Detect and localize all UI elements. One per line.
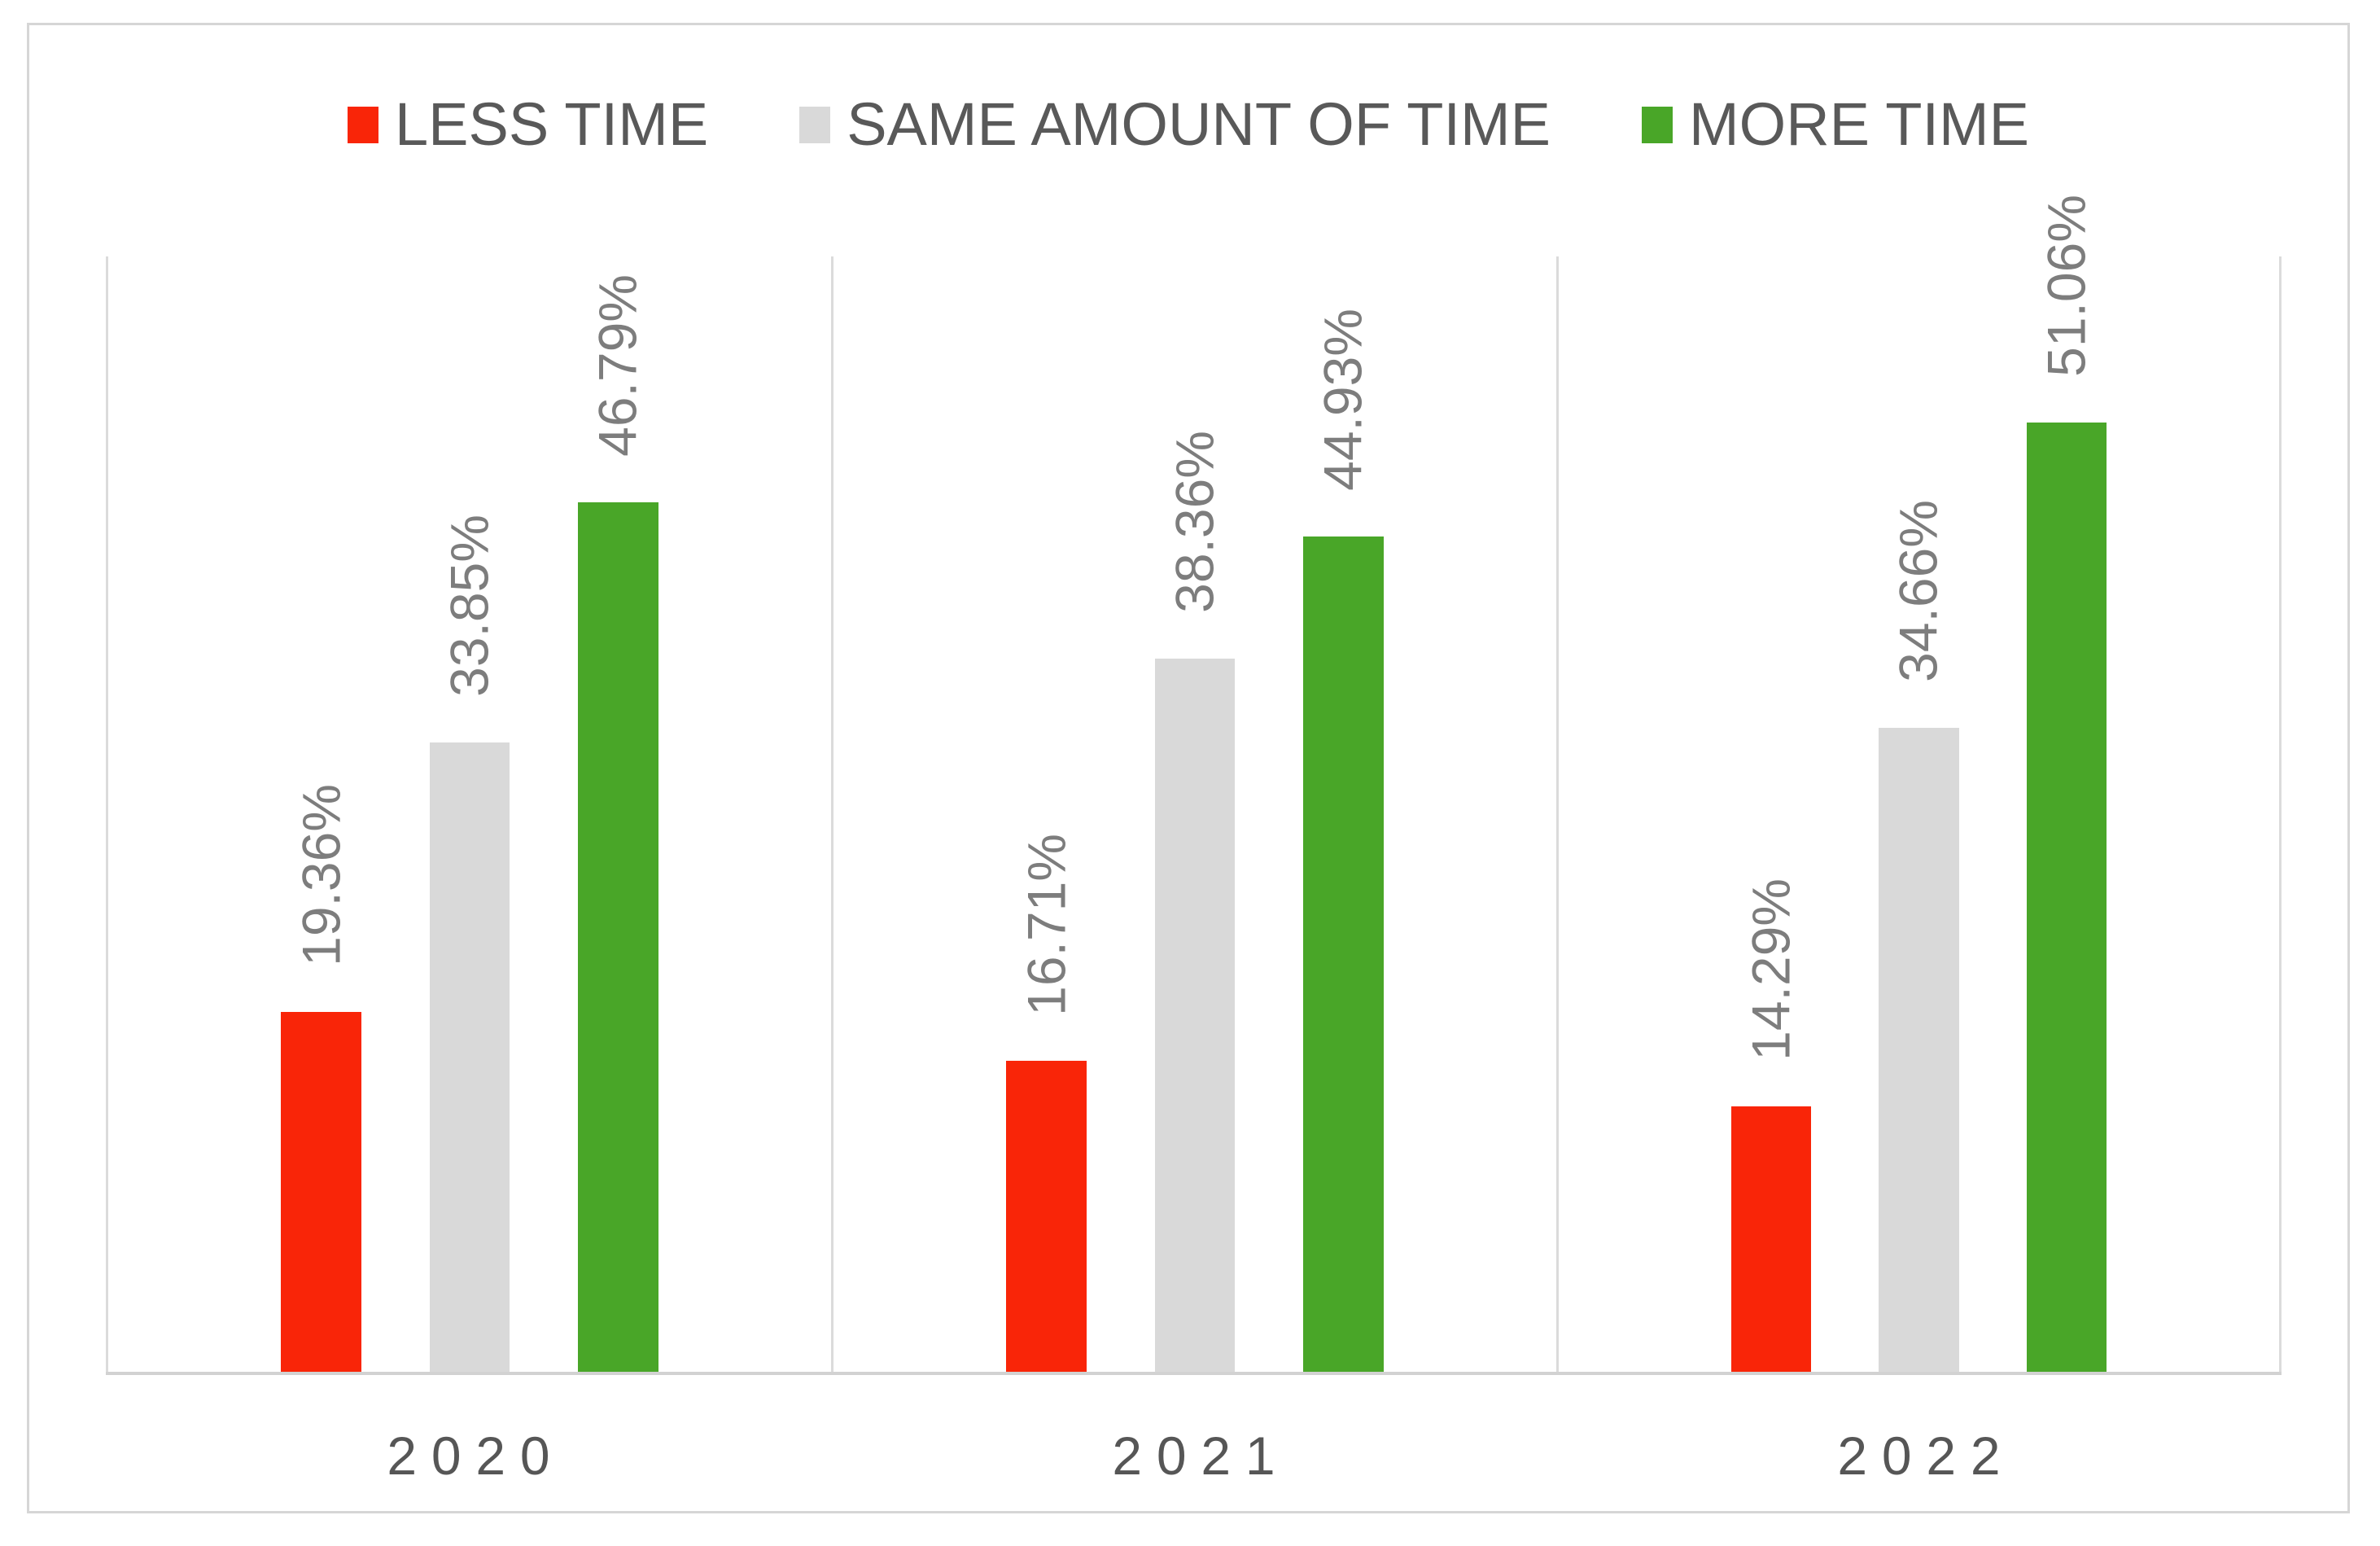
bar-slot: 51.06%: [2027, 195, 2107, 1372]
legend-swatch-less-time: [347, 106, 378, 143]
legend-swatch-more-time: [1642, 106, 1673, 143]
x-axis-label-2020: 2020: [387, 1426, 565, 1486]
x-axis-label-2021: 2021: [1112, 1426, 1290, 1486]
legend-item-less-time: LESS TIME: [347, 90, 709, 158]
x-axis: 2020 2021 2022: [106, 1419, 2282, 1492]
legend-item-same-amount-of-time: SAME AMOUNT OF TIME: [799, 94, 1551, 155]
legend: LESS TIME SAME AMOUNT OF TIME MORE TIME: [29, 84, 2347, 165]
bar-slot: 38.36%: [1154, 256, 1236, 1372]
bar-more-time-2021: [1303, 537, 1384, 1372]
category-panel-2022: 14.29% 34.66% 51.06%: [1555, 195, 2282, 1372]
value-label-same-amount-of-time-2021: 38.36%: [1164, 431, 1225, 614]
bar-slot: 16.71%: [1006, 256, 1087, 1372]
value-label-more-time-2020: 46.79%: [588, 274, 649, 457]
bar-slot: 19.36%: [281, 256, 361, 1372]
value-label-same-amount-of-time-2022: 34.66%: [1888, 499, 1949, 682]
legend-item-more-time: MORE TIME: [1642, 94, 2029, 155]
bar-slot: 14.29%: [1730, 256, 1811, 1372]
bar-less-time-2021: [1006, 1061, 1087, 1372]
bar-slot: 33.85%: [429, 256, 510, 1372]
bar-more-time-2022: [2027, 423, 2107, 1372]
category-panel-2021: 16.71% 38.36% 44.93%: [830, 256, 1556, 1372]
legend-swatch-same-amount-of-time: [799, 106, 831, 143]
legend-label: MORE TIME: [1689, 90, 2029, 158]
bar-same-amount-of-time-2022: [1879, 727, 1959, 1372]
value-label-less-time-2020: 19.36%: [291, 784, 352, 966]
bar-slot: 44.93%: [1303, 256, 1384, 1372]
bar-same-amount-of-time-2020: [429, 742, 510, 1372]
legend-label: SAME AMOUNT OF TIME: [847, 90, 1551, 158]
bar-less-time-2020: [281, 1011, 361, 1372]
bar-slot: 34.66%: [1879, 256, 1959, 1372]
plot-area: 19.36% 33.85% 46.79% 16.71% 38.36% 44.93% 14.2…: [106, 195, 2282, 1375]
value-label-same-amount-of-time-2020: 33.85%: [439, 515, 500, 698]
legend-label: LESS TIME: [394, 90, 709, 158]
bar-slot: 46.79%: [578, 256, 658, 1372]
value-label-less-time-2021: 16.71%: [1016, 833, 1077, 1016]
x-axis-label-2022: 2022: [1837, 1426, 2015, 1486]
value-label-less-time-2022: 14.29%: [1740, 878, 1801, 1061]
bar-less-time-2022: [1730, 1106, 1811, 1372]
chart-card: LESS TIME SAME AMOUNT OF TIME MORE TIME 19…: [27, 23, 2350, 1513]
bar-same-amount-of-time-2021: [1154, 659, 1236, 1372]
value-label-more-time-2022: 51.06%: [2036, 195, 2097, 378]
bar-more-time-2020: [578, 501, 658, 1372]
category-panel-2020: 19.36% 33.85% 46.79%: [106, 256, 831, 1372]
value-label-more-time-2021: 44.93%: [1313, 309, 1374, 492]
